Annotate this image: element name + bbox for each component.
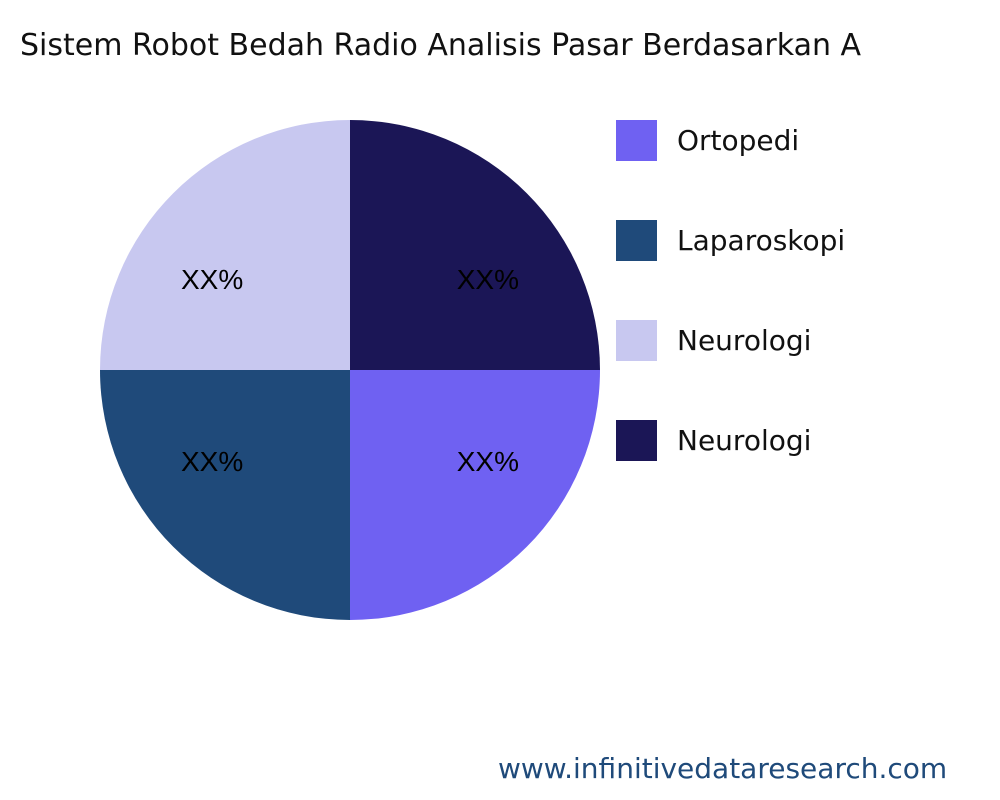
slice-label: XX% (457, 446, 519, 477)
legend-item[interactable]: Laparoskopi (616, 219, 845, 261)
legend-swatch (616, 219, 657, 261)
legend-swatch (616, 119, 657, 161)
pie-slice-3 (350, 120, 600, 370)
footer-url[interactable]: www.infinitivedataresearch.com (498, 752, 948, 785)
slice-label: XX% (457, 264, 519, 295)
legend-swatch (616, 319, 657, 361)
chart-title: Sistem Robot Bedah Radio Analisis Pasar … (20, 28, 862, 63)
legend-label: Neurologi (677, 323, 812, 357)
legend-label: Laparoskopi (677, 223, 846, 257)
legend-item[interactable]: Neurologi (616, 319, 811, 361)
legend-swatch (616, 419, 657, 461)
legend-label: Ortopedi (677, 123, 800, 157)
slice-label: XX% (181, 264, 243, 295)
legend-label: Neurologi (677, 423, 812, 457)
pie-slice-1 (100, 370, 350, 620)
slice-label: XX% (181, 446, 243, 477)
pie-slice-2 (100, 120, 350, 370)
legend-item[interactable]: Neurologi (616, 419, 811, 461)
pie-slice-0 (350, 370, 600, 620)
legend-item[interactable]: Ortopedi (616, 119, 799, 161)
